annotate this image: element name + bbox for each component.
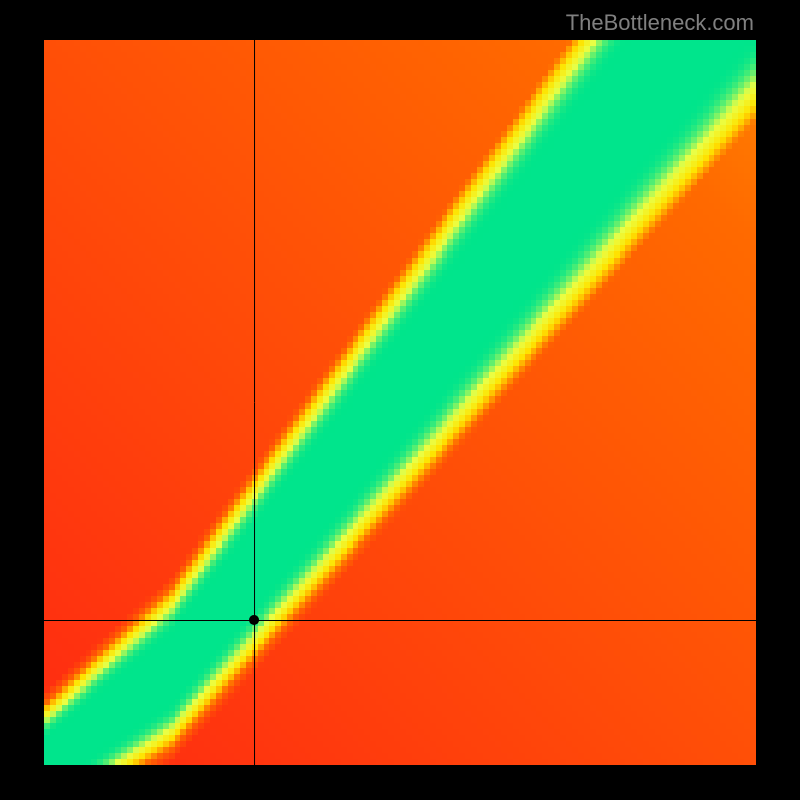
chart-container: TheBottleneck.com xyxy=(0,0,800,800)
watermark-text: TheBottleneck.com xyxy=(566,10,754,36)
bottleneck-heatmap xyxy=(44,40,756,765)
